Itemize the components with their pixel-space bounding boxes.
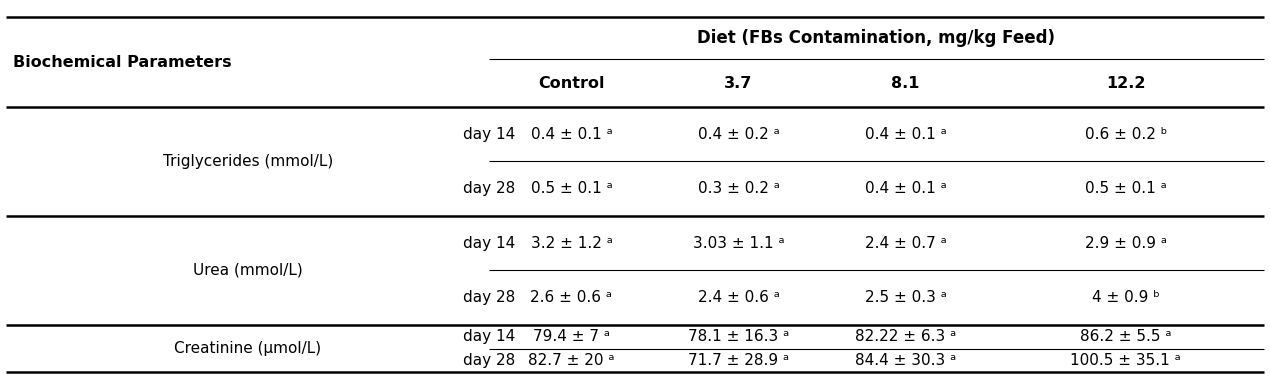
Text: 0.4 ± 0.1 ᵃ: 0.4 ± 0.1 ᵃ (865, 181, 946, 196)
Text: 79.4 ± 7 ᵃ: 79.4 ± 7 ᵃ (533, 329, 610, 344)
Text: Creatinine (μmol/L): Creatinine (μmol/L) (174, 341, 321, 356)
Text: 8.1: 8.1 (892, 76, 919, 91)
Text: Urea (mmol/L): Urea (mmol/L) (193, 263, 302, 278)
Text: 86.2 ± 5.5 ᵃ: 86.2 ± 5.5 ᵃ (1080, 329, 1172, 344)
Text: 84.4 ± 30.3 ᵃ: 84.4 ± 30.3 ᵃ (855, 353, 956, 368)
Text: 100.5 ± 35.1 ᵃ: 100.5 ± 35.1 ᵃ (1071, 353, 1181, 368)
Text: 2.5 ± 0.3 ᵃ: 2.5 ± 0.3 ᵃ (865, 290, 946, 305)
Text: 0.4 ± 0.1 ᵃ: 0.4 ± 0.1 ᵃ (531, 127, 612, 142)
Text: 2.4 ± 0.6 ᵃ: 2.4 ± 0.6 ᵃ (697, 290, 780, 305)
Text: 2.6 ± 0.6 ᵃ: 2.6 ± 0.6 ᵃ (531, 290, 612, 305)
Text: day 14: day 14 (462, 236, 516, 251)
Text: Triglycerides (mmol/L): Triglycerides (mmol/L) (163, 154, 333, 169)
Text: Biochemical Parameters: Biochemical Parameters (13, 55, 231, 70)
Text: 82.22 ± 6.3 ᵃ: 82.22 ± 6.3 ᵃ (855, 329, 956, 344)
Text: 71.7 ± 28.9 ᵃ: 71.7 ± 28.9 ᵃ (688, 353, 789, 368)
Text: 12.2: 12.2 (1106, 76, 1146, 91)
Text: day 28: day 28 (462, 290, 516, 305)
Text: 3.2 ± 1.2 ᵃ: 3.2 ± 1.2 ᵃ (531, 236, 612, 251)
Text: 0.4 ± 0.1 ᵃ: 0.4 ± 0.1 ᵃ (865, 127, 946, 142)
Text: day 14: day 14 (462, 329, 516, 344)
Text: Control: Control (538, 76, 605, 91)
Text: 0.5 ± 0.1 ᵃ: 0.5 ± 0.1 ᵃ (1085, 181, 1167, 196)
Text: 82.7 ± 20 ᵃ: 82.7 ± 20 ᵃ (528, 353, 615, 368)
Text: 2.9 ± 0.9 ᵃ: 2.9 ± 0.9 ᵃ (1085, 236, 1167, 251)
Text: 2.4 ± 0.7 ᵃ: 2.4 ± 0.7 ᵃ (865, 236, 946, 251)
Text: 0.6 ± 0.2 ᵇ: 0.6 ± 0.2 ᵇ (1085, 127, 1167, 142)
Text: 4 ± 0.9 ᵇ: 4 ± 0.9 ᵇ (1092, 290, 1160, 305)
Text: day 14: day 14 (462, 127, 516, 142)
Text: day 28: day 28 (462, 181, 516, 196)
Text: 3.03 ± 1.1 ᵃ: 3.03 ± 1.1 ᵃ (692, 236, 785, 251)
Text: 3.7: 3.7 (724, 76, 753, 91)
Text: 0.3 ± 0.2 ᵃ: 0.3 ± 0.2 ᵃ (697, 181, 780, 196)
Text: 0.4 ± 0.2 ᵃ: 0.4 ± 0.2 ᵃ (697, 127, 780, 142)
Text: 0.5 ± 0.1 ᵃ: 0.5 ± 0.1 ᵃ (531, 181, 612, 196)
Text: Diet (FBs Contamination, mg/kg Feed): Diet (FBs Contamination, mg/kg Feed) (697, 29, 1055, 47)
Text: day 28: day 28 (462, 353, 516, 368)
Text: 78.1 ± 16.3 ᵃ: 78.1 ± 16.3 ᵃ (688, 329, 789, 344)
